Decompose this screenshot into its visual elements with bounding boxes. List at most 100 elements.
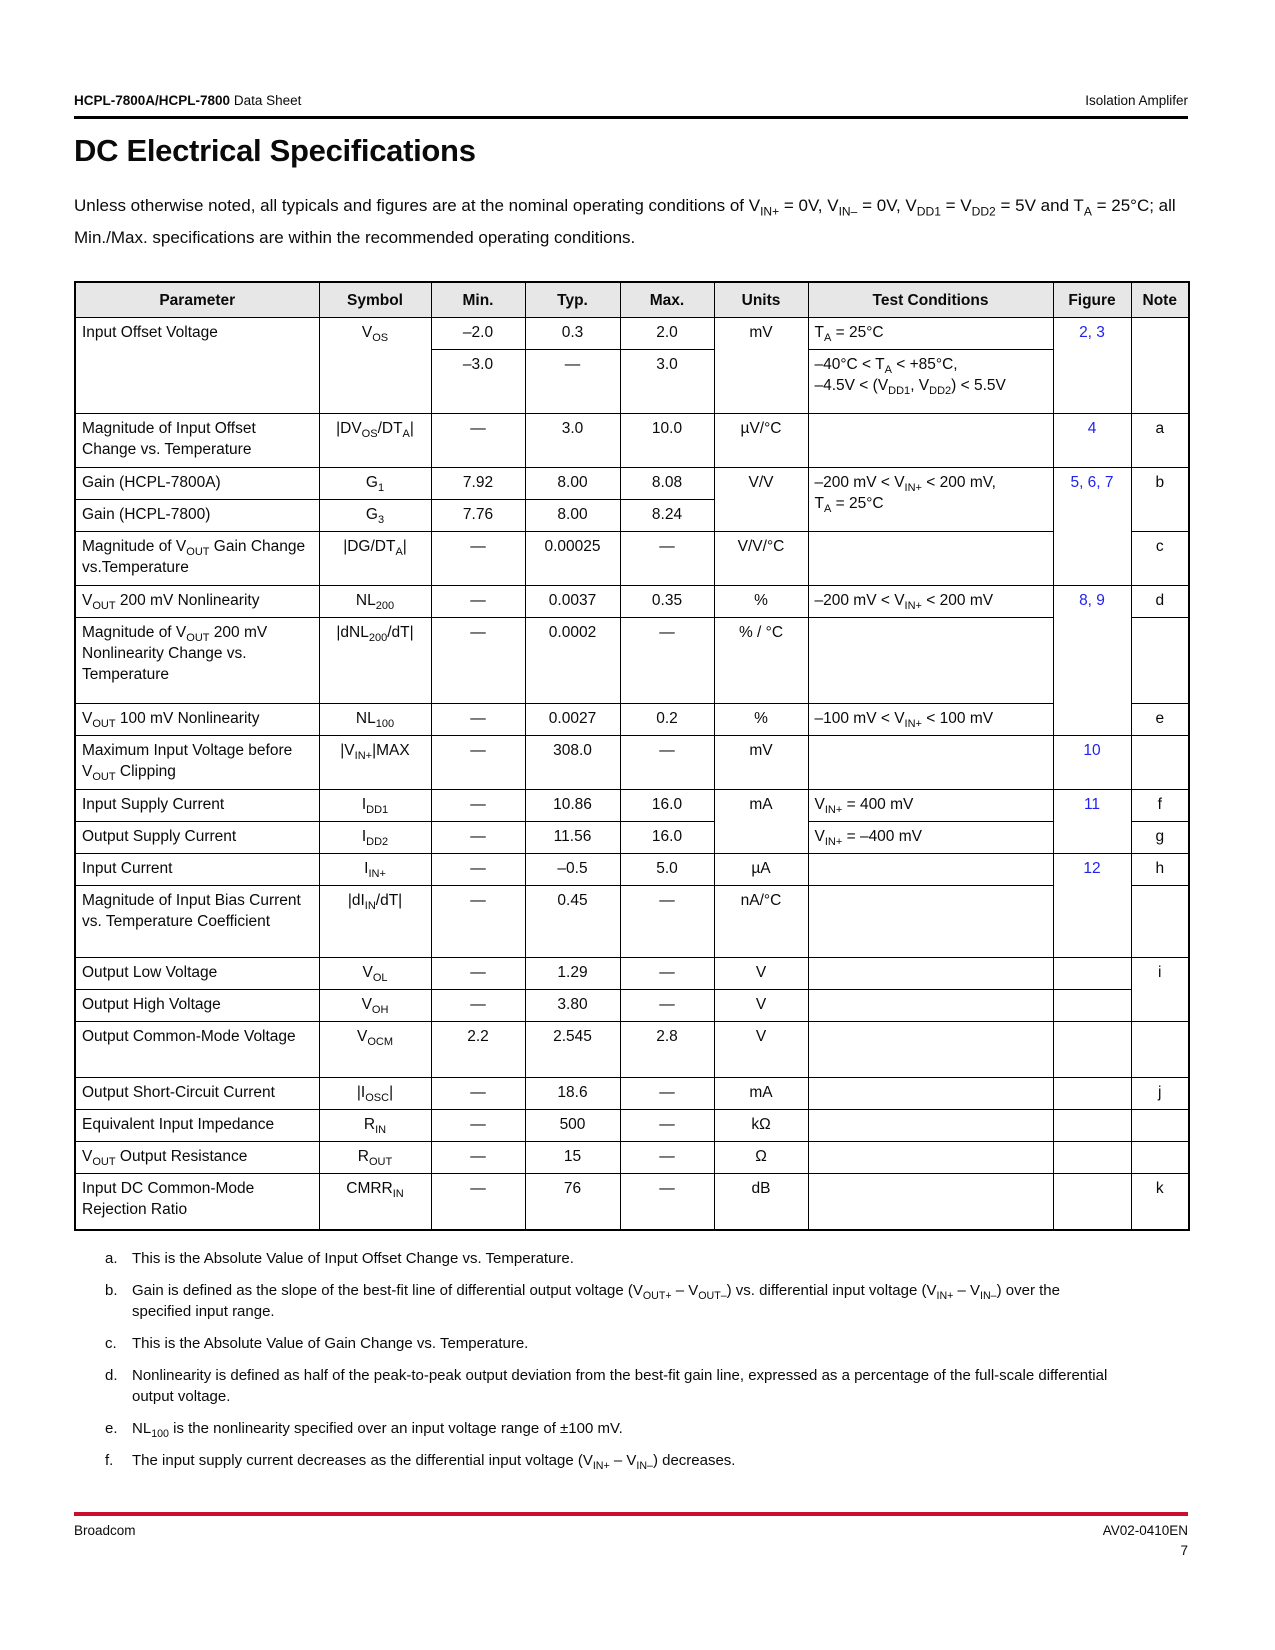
symbol-cell: |DG/DTA| (318, 531, 432, 586)
footnote-letter: e. (105, 1420, 118, 1437)
max-cell: — (619, 1141, 715, 1174)
note-ref: a (1130, 413, 1190, 468)
figure-ref[interactable]: 10 (1052, 735, 1132, 790)
dc-spec-table-wrap: Parameter Symbol Min. Typ. Max. Units Test Con… (74, 281, 1190, 1231)
typ-cell: 1.29 (524, 957, 621, 990)
param-cell: Magnitude of VOUT Gain Change vs.Tempera… (74, 531, 320, 586)
figure-ref[interactable]: 2, 3 (1052, 317, 1132, 414)
footnote: f. The input supply current decreases as … (105, 1450, 1115, 1471)
symbol-cell: |dIIN/dT| (318, 885, 432, 958)
max-cell: 8.24 (619, 499, 715, 532)
param-cell: Gain (HCPL-7800A) (74, 467, 320, 500)
column-header-symbol: Symbol (318, 281, 432, 318)
symbol-cell: IDD2 (318, 821, 432, 854)
table-row: Magnitude of Input Offset Change vs. Tem… (74, 413, 1190, 468)
symbol-cell: |dNL200/dT| (318, 617, 432, 704)
figure-ref (1052, 1141, 1132, 1174)
min-cell: — (430, 789, 526, 822)
max-cell: — (619, 1173, 715, 1230)
typ-cell: 0.0027 (524, 703, 621, 736)
test-conditions-cell (807, 1021, 1054, 1078)
param-cell: Magnitude of VOUT 200 mV Nonlinearity Ch… (74, 617, 320, 704)
units-cell: µA (713, 853, 809, 886)
note-ref: k (1130, 1173, 1190, 1230)
note-ref (1130, 885, 1190, 958)
doc-type-label: Data Sheet (233, 93, 302, 108)
min-cell: — (430, 617, 526, 704)
symbol-cell: G1 (318, 467, 432, 500)
footnote-letter: b. (105, 1282, 118, 1299)
table-row: Magnitude of VOUT 200 mV Nonlinearity Ch… (74, 617, 1190, 704)
max-cell: 0.2 (619, 703, 715, 736)
param-cell: VOUT Output Resistance (74, 1141, 320, 1174)
figure-ref[interactable]: 4 (1052, 413, 1132, 468)
typ-cell: 0.0037 (524, 585, 621, 618)
param-cell: Output Low Voltage (74, 957, 320, 990)
table-row: Input DC Common-Mode Rejection Ratio CMRR… (74, 1173, 1190, 1230)
min-cell: — (430, 585, 526, 618)
note-ref (1130, 617, 1190, 704)
page-title: DC Electrical Specifications (74, 133, 476, 168)
param-cell: Output Short-Circuit Current (74, 1077, 320, 1110)
min-cell: — (430, 413, 526, 468)
units-cell: V/V (713, 467, 809, 532)
typ-cell: 3.0 (524, 413, 621, 468)
min-cell: — (430, 957, 526, 990)
test-conditions-cell (807, 853, 1054, 886)
figure-ref[interactable]: 8, 9 (1052, 585, 1132, 736)
figure-ref[interactable]: 5, 6, 7 (1052, 467, 1132, 586)
footnote: e. NL100 is the nonlinearity specified ov… (105, 1418, 1115, 1439)
note-ref (1130, 317, 1190, 414)
footnotes-list: a. This is the Absolute Value of Input Of… (105, 1248, 1115, 1482)
typ-cell: 308.0 (524, 735, 621, 790)
max-cell: 3.0 (619, 349, 715, 414)
running-header: HCPL-7800A/HCPL-7800 Data Sheet Isolatio… (74, 93, 1188, 109)
symbol-cell: RIN (318, 1109, 432, 1142)
note-ref (1130, 1141, 1190, 1174)
min-cell: — (430, 821, 526, 854)
test-conditions-cell: TA = 25°C (807, 317, 1054, 350)
units-cell: V/V/°C (713, 531, 809, 586)
table-row: Output Supply Current IDD2—11.56 16.0 VIN+ … (74, 821, 1190, 854)
min-cell: 7.76 (430, 499, 526, 532)
footnote: b. Gain is defined as the slope of the be… (105, 1280, 1115, 1322)
table-row: VOUT 200 mV Nonlinearity NL200—0.0037 0.35… (74, 585, 1190, 736)
note-ref: f (1130, 789, 1190, 822)
footnote-letter: a. (105, 1250, 118, 1267)
symbol-cell: VOCM (318, 1021, 432, 1078)
units-cell: nA/°C (713, 885, 809, 958)
dc-electrical-specifications-table: Parameter Symbol Min. Typ. Max. Units Test Con… (74, 281, 1190, 1231)
units-cell: mA (713, 1077, 809, 1110)
table-header-row: Parameter Symbol Min. Typ. Max. Units Test Con… (74, 281, 1190, 318)
table-row: Maximum Input Voltage before VOUT Clippi… (74, 735, 1190, 790)
figure-ref[interactable]: 11 (1052, 789, 1132, 854)
min-cell: — (430, 853, 526, 886)
symbol-cell: NL100 (318, 703, 432, 736)
units-cell: V (713, 957, 809, 990)
figure-ref[interactable]: 12 (1052, 853, 1132, 958)
symbol-cell: G3 (318, 499, 432, 532)
note-ref: e (1130, 703, 1190, 736)
test-conditions-cell: –200 mV < VIN+ < 200 mV, TA = 25°C (807, 467, 1054, 532)
table-row: Output Short-Circuit Current |IOSC| —18.6—… (74, 1077, 1190, 1110)
test-conditions-cell (807, 989, 1054, 1022)
units-cell: mV (713, 317, 809, 414)
test-conditions-cell: VIN+ = –400 mV (807, 821, 1054, 854)
min-cell: — (430, 735, 526, 790)
param-cell: Magnitude of Input Offset Change vs. Tem… (74, 413, 320, 468)
note-ref: j (1130, 1077, 1190, 1110)
footer-doc-number: AV02-0410EN (1102, 1523, 1188, 1538)
max-cell: — (619, 1077, 715, 1110)
param-cell: Input Offset Voltage (74, 317, 320, 414)
test-conditions-cell (807, 531, 1054, 586)
footnote-text: NL100 is the nonlinearity specified over… (132, 1420, 623, 1440)
max-cell: 2.8 (619, 1021, 715, 1078)
figure-ref (1052, 989, 1132, 1022)
test-conditions-cell: VIN+ = 400 mV (807, 789, 1054, 822)
units-cell: kΩ (713, 1109, 809, 1142)
symbol-cell: NL200 (318, 585, 432, 618)
note-ref: h (1130, 853, 1190, 886)
note-ref: i (1130, 957, 1190, 1022)
symbol-cell: VOS (318, 317, 432, 414)
